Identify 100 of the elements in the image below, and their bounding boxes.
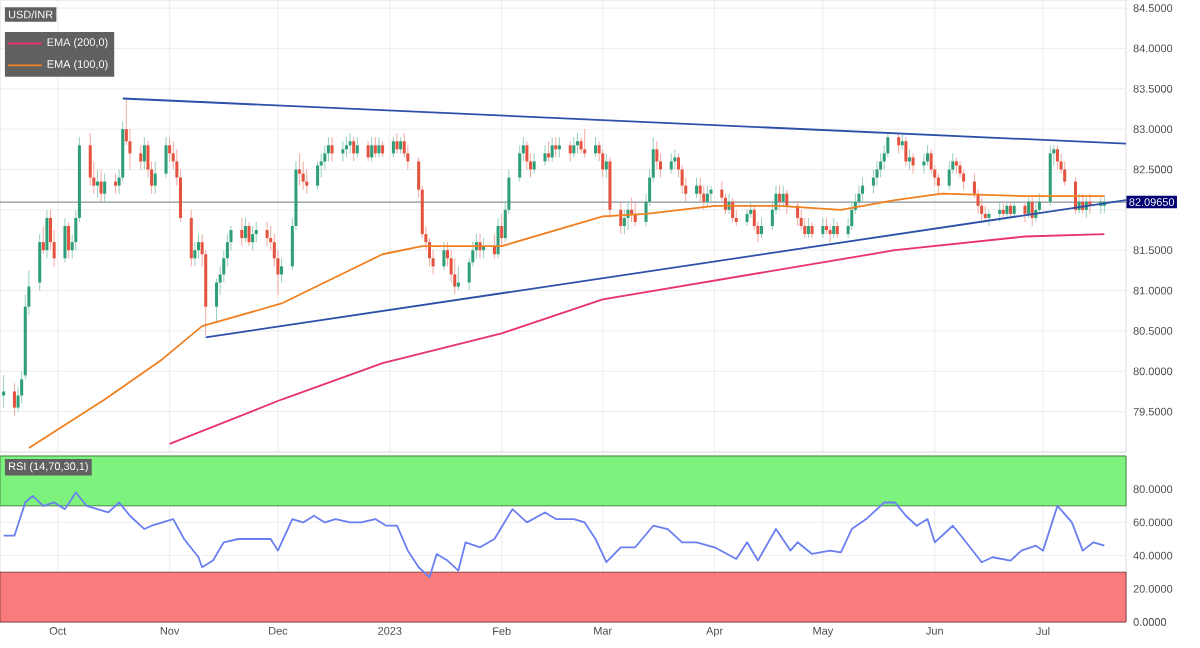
candlestick bbox=[45, 209, 49, 259]
candlestick bbox=[280, 257, 284, 283]
candlestick bbox=[604, 152, 608, 179]
candlestick bbox=[547, 140, 551, 162]
candlestick bbox=[63, 217, 67, 263]
candlestick bbox=[251, 225, 255, 251]
candlestick bbox=[341, 140, 345, 162]
candlestick bbox=[305, 169, 309, 195]
candlestick bbox=[391, 136, 395, 158]
candlestick bbox=[1027, 197, 1031, 219]
candlestick bbox=[153, 160, 157, 195]
candlestick bbox=[850, 201, 854, 231]
candlestick bbox=[189, 209, 193, 267]
candlestick bbox=[583, 128, 587, 158]
candlestick bbox=[857, 185, 861, 207]
candlestick bbox=[301, 160, 305, 191]
candlestick bbox=[99, 169, 103, 203]
candlestick bbox=[352, 136, 356, 162]
candlestick bbox=[370, 136, 374, 162]
candlestick bbox=[947, 160, 951, 191]
candlestick bbox=[550, 136, 554, 162]
candlestick bbox=[316, 160, 320, 191]
candlestick bbox=[456, 265, 460, 292]
candlestick bbox=[265, 221, 269, 247]
candlestick bbox=[496, 217, 500, 259]
candlestick bbox=[907, 148, 911, 170]
candlestick bbox=[760, 217, 764, 239]
candlestick bbox=[366, 140, 370, 162]
line-series bbox=[27, 192, 1106, 449]
candlestick bbox=[67, 221, 71, 259]
candlestick bbox=[1023, 201, 1027, 223]
candlestick bbox=[705, 185, 709, 207]
candlestick bbox=[601, 148, 605, 179]
candlestick bbox=[168, 136, 172, 162]
candlestick bbox=[871, 169, 875, 195]
candlestick bbox=[139, 144, 143, 170]
candlestick bbox=[518, 144, 522, 183]
candlestick bbox=[1037, 193, 1041, 215]
candlestick bbox=[1055, 144, 1059, 170]
candlestick bbox=[987, 209, 991, 227]
candlestick bbox=[806, 217, 810, 239]
candlestick bbox=[254, 221, 258, 243]
candlestick bbox=[962, 169, 966, 191]
candlestick bbox=[655, 140, 659, 170]
candlestick bbox=[810, 221, 814, 239]
candlestick bbox=[803, 217, 807, 239]
candlestick bbox=[799, 209, 803, 231]
candlestick bbox=[243, 217, 247, 243]
candlestick bbox=[922, 152, 926, 174]
candlestick bbox=[745, 209, 749, 227]
candlestick bbox=[695, 177, 699, 199]
candlestick bbox=[395, 132, 399, 154]
candlestick bbox=[861, 177, 865, 203]
candlestick bbox=[575, 132, 579, 154]
candlestick bbox=[879, 152, 883, 179]
candlestick bbox=[326, 136, 330, 162]
candlestick bbox=[572, 136, 576, 158]
candlestick bbox=[543, 144, 547, 166]
candlestick bbox=[1063, 160, 1067, 187]
candlestick bbox=[344, 136, 348, 158]
candlestick bbox=[12, 382, 16, 417]
candlestick bbox=[904, 136, 908, 166]
candlestick bbox=[936, 173, 940, 195]
candlestick bbox=[164, 136, 168, 179]
candlestick bbox=[193, 241, 197, 267]
candlestick bbox=[113, 173, 118, 195]
candlestick bbox=[196, 233, 201, 259]
candlestick bbox=[926, 144, 930, 166]
candlestick bbox=[323, 144, 327, 170]
candlestick bbox=[630, 197, 634, 223]
candlestick bbox=[532, 152, 536, 174]
candlestick bbox=[669, 152, 673, 174]
candlestick bbox=[778, 185, 782, 211]
candlestick bbox=[2, 374, 6, 409]
candlestick bbox=[875, 160, 879, 187]
candlestick bbox=[500, 213, 504, 247]
candlestick bbox=[355, 136, 359, 158]
candlestick bbox=[38, 233, 42, 292]
candlestick bbox=[142, 136, 146, 170]
candlestick bbox=[911, 152, 915, 174]
candlestick bbox=[95, 169, 99, 199]
candlestick bbox=[330, 136, 334, 162]
candlestick bbox=[88, 132, 92, 187]
candlestick bbox=[298, 152, 302, 187]
candlestick bbox=[593, 136, 598, 158]
candlestick bbox=[557, 136, 561, 158]
candlestick bbox=[702, 185, 706, 211]
candlestick bbox=[622, 209, 626, 235]
candlestick bbox=[525, 140, 529, 170]
candlestick bbox=[709, 185, 713, 203]
candlestick bbox=[781, 185, 785, 207]
candlestick bbox=[579, 136, 583, 154]
candlestick bbox=[453, 257, 457, 295]
line-series bbox=[168, 233, 1106, 445]
candlestick bbox=[41, 225, 45, 255]
candlestick bbox=[348, 132, 352, 154]
candlestick bbox=[103, 173, 107, 203]
candlestick bbox=[554, 136, 558, 158]
candlestick bbox=[673, 148, 677, 170]
candlestick bbox=[247, 221, 251, 247]
